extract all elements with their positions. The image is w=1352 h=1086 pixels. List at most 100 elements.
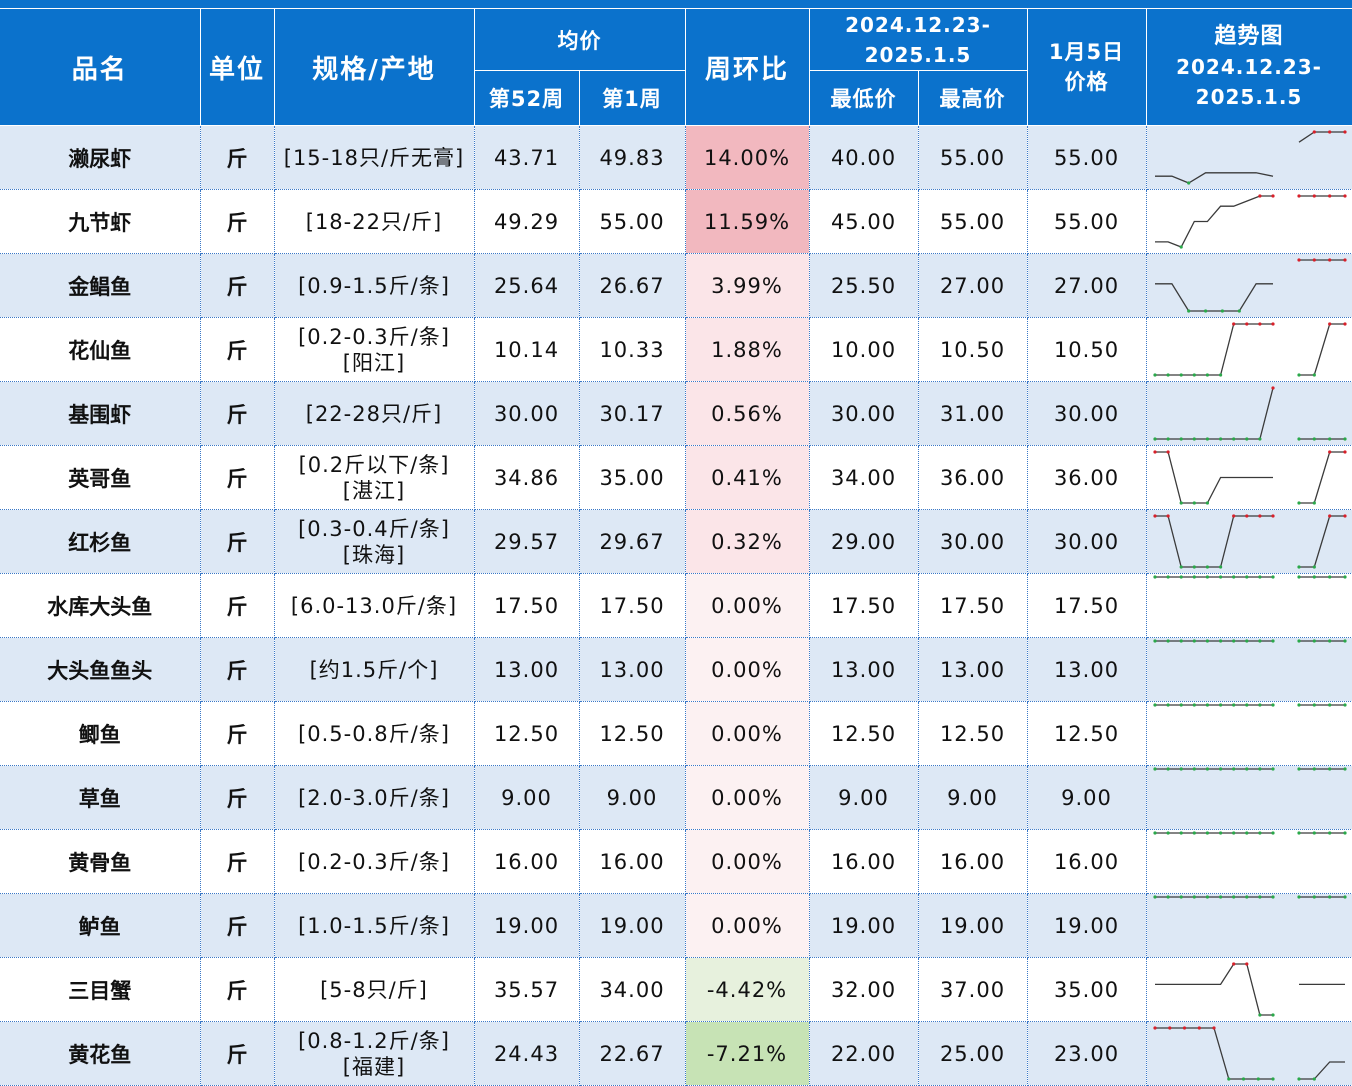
cell-unit[interactable]: 斤 bbox=[200, 573, 275, 638]
cell-avg-week52[interactable]: 9.00 bbox=[474, 765, 580, 830]
cell-trend-sparkline[interactable] bbox=[1146, 957, 1352, 1022]
cell-unit[interactable]: 斤 bbox=[200, 189, 275, 254]
cell-wow[interactable]: 11.59% bbox=[685, 189, 810, 254]
cell-trend-sparkline[interactable] bbox=[1146, 189, 1352, 254]
cell-low[interactable]: 45.00 bbox=[809, 189, 919, 254]
col-header-avg[interactable]: 均价 bbox=[474, 8, 686, 71]
cell-spec[interactable]: [22-28只/斤] bbox=[274, 381, 475, 446]
cell-spec[interactable]: [15-18只/斤无膏] bbox=[274, 125, 475, 190]
cell-unit[interactable]: 斤 bbox=[200, 637, 275, 702]
cell-low[interactable]: 30.00 bbox=[809, 381, 919, 446]
cell-name[interactable]: 九节虾 bbox=[0, 189, 201, 254]
cell-trend-sparkline[interactable] bbox=[1146, 1021, 1352, 1086]
cell-avg-week52[interactable]: 34.86 bbox=[474, 445, 580, 510]
cell-avg-week1[interactable]: 22.67 bbox=[579, 1021, 686, 1086]
table-row[interactable]: 鲫鱼斤 [0.5-0.8斤/条] 12.50 12.50 0.00% 12.50 12.50… bbox=[0, 701, 1352, 766]
cell-high[interactable]: 30.00 bbox=[918, 509, 1028, 574]
cell-low[interactable]: 10.00 bbox=[809, 317, 919, 382]
cell-spec[interactable]: [0.2-0.3斤/条] [阳江] bbox=[274, 317, 475, 382]
col-header-jan5[interactable]: 1月5日 价格 bbox=[1027, 8, 1147, 126]
cell-wow[interactable]: 0.00% bbox=[685, 829, 810, 894]
table-row[interactable]: 鲈鱼斤 [1.0-1.5斤/条] 19.00 19.00 0.00% 19.00 19.00… bbox=[0, 893, 1352, 958]
table-row[interactable]: 濑尿虾斤 [15-18只/斤无膏] 43.71 49.83 14.00% 40.00 55.… bbox=[0, 125, 1352, 190]
cell-avg-week52[interactable]: 49.29 bbox=[474, 189, 580, 254]
cell-spec[interactable]: [0.2-0.3斤/条] bbox=[274, 829, 475, 894]
cell-jan5[interactable]: 55.00 bbox=[1027, 189, 1147, 254]
cell-name[interactable]: 水库大头鱼 bbox=[0, 573, 201, 638]
cell-trend-sparkline[interactable] bbox=[1146, 253, 1352, 318]
cell-low[interactable]: 40.00 bbox=[809, 125, 919, 190]
cell-avg-week1[interactable]: 29.67 bbox=[579, 509, 686, 574]
cell-name[interactable]: 英哥鱼 bbox=[0, 445, 201, 510]
cell-low[interactable]: 32.00 bbox=[809, 957, 919, 1022]
cell-name[interactable]: 基围虾 bbox=[0, 381, 201, 446]
cell-avg-week52[interactable]: 12.50 bbox=[474, 701, 580, 766]
col-header-wow[interactable]: 周环比 bbox=[685, 8, 810, 126]
cell-jan5[interactable]: 13.00 bbox=[1027, 637, 1147, 702]
cell-avg-week52[interactable]: 24.43 bbox=[474, 1021, 580, 1086]
cell-unit[interactable]: 斤 bbox=[200, 829, 275, 894]
cell-name[interactable]: 三目蟹 bbox=[0, 957, 201, 1022]
cell-spec[interactable]: [5-8只/斤] bbox=[274, 957, 475, 1022]
col-header-spec[interactable]: 规格/产地 bbox=[274, 8, 475, 126]
cell-avg-week1[interactable]: 26.67 bbox=[579, 253, 686, 318]
cell-wow[interactable]: 0.41% bbox=[685, 445, 810, 510]
cell-high[interactable]: 10.50 bbox=[918, 317, 1028, 382]
cell-jan5[interactable]: 55.00 bbox=[1027, 125, 1147, 190]
cell-spec[interactable]: [1.0-1.5斤/条] bbox=[274, 893, 475, 958]
cell-high[interactable]: 13.00 bbox=[918, 637, 1028, 702]
cell-low[interactable]: 17.50 bbox=[809, 573, 919, 638]
cell-spec[interactable]: [0.2斤以下/条] [湛江] bbox=[274, 445, 475, 510]
table-row[interactable]: 黄骨鱼斤 [0.2-0.3斤/条] 16.00 16.00 0.00% 16.00 16.0… bbox=[0, 829, 1352, 894]
cell-avg-week52[interactable]: 29.57 bbox=[474, 509, 580, 574]
cell-jan5[interactable]: 19.00 bbox=[1027, 893, 1147, 958]
cell-jan5[interactable]: 23.00 bbox=[1027, 1021, 1147, 1086]
col-header-week52[interactable]: 第52周 bbox=[474, 70, 580, 126]
cell-wow[interactable]: 0.00% bbox=[685, 637, 810, 702]
cell-low[interactable]: 34.00 bbox=[809, 445, 919, 510]
cell-name[interactable]: 黄花鱼 bbox=[0, 1021, 201, 1086]
cell-name[interactable]: 黄骨鱼 bbox=[0, 829, 201, 894]
cell-wow[interactable]: 1.88% bbox=[685, 317, 810, 382]
table-row[interactable]: 草鱼斤 [2.0-3.0斤/条] 9.00 9.00 0.00% 9.00 9.00 9.00 bbox=[0, 765, 1352, 830]
cell-wow[interactable]: -7.21% bbox=[685, 1021, 810, 1086]
cell-high[interactable]: 31.00 bbox=[918, 381, 1028, 446]
cell-wow[interactable]: 14.00% bbox=[685, 125, 810, 190]
cell-unit[interactable]: 斤 bbox=[200, 317, 275, 382]
cell-jan5[interactable]: 35.00 bbox=[1027, 957, 1147, 1022]
cell-spec[interactable]: [约1.5斤/个] bbox=[274, 637, 475, 702]
cell-wow[interactable]: 0.56% bbox=[685, 381, 810, 446]
table-row[interactable]: 水库大头鱼斤 [6.0-13.0斤/条] 17.50 17.50 0.00% 17.50 1… bbox=[0, 573, 1352, 638]
cell-wow[interactable]: -4.42% bbox=[685, 957, 810, 1022]
cell-trend-sparkline[interactable] bbox=[1146, 829, 1352, 894]
cell-name[interactable]: 鲫鱼 bbox=[0, 701, 201, 766]
cell-low[interactable]: 29.00 bbox=[809, 509, 919, 574]
cell-avg-week52[interactable]: 43.71 bbox=[474, 125, 580, 190]
cell-avg-week52[interactable]: 10.14 bbox=[474, 317, 580, 382]
cell-spec[interactable]: [6.0-13.0斤/条] bbox=[274, 573, 475, 638]
cell-avg-week52[interactable]: 13.00 bbox=[474, 637, 580, 702]
cell-jan5[interactable]: 30.00 bbox=[1027, 509, 1147, 574]
cell-avg-week1[interactable]: 30.17 bbox=[579, 381, 686, 446]
cell-avg-week1[interactable]: 34.00 bbox=[579, 957, 686, 1022]
cell-high[interactable]: 19.00 bbox=[918, 893, 1028, 958]
cell-avg-week1[interactable]: 55.00 bbox=[579, 189, 686, 254]
table-row[interactable]: 基围虾斤 [22-28只/斤] 30.00 30.17 0.56% 30.00 31.00 3… bbox=[0, 381, 1352, 446]
cell-high[interactable]: 27.00 bbox=[918, 253, 1028, 318]
cell-avg-week52[interactable]: 25.64 bbox=[474, 253, 580, 318]
cell-unit[interactable]: 斤 bbox=[200, 893, 275, 958]
cell-avg-week1[interactable]: 12.50 bbox=[579, 701, 686, 766]
cell-unit[interactable]: 斤 bbox=[200, 381, 275, 446]
cell-high[interactable]: 17.50 bbox=[918, 573, 1028, 638]
cell-avg-week52[interactable]: 16.00 bbox=[474, 829, 580, 894]
cell-high[interactable]: 36.00 bbox=[918, 445, 1028, 510]
cell-wow[interactable]: 0.00% bbox=[685, 573, 810, 638]
cell-trend-sparkline[interactable] bbox=[1146, 381, 1352, 446]
cell-trend-sparkline[interactable] bbox=[1146, 509, 1352, 574]
cell-avg-week1[interactable]: 9.00 bbox=[579, 765, 686, 830]
cell-trend-sparkline[interactable] bbox=[1146, 125, 1352, 190]
cell-name[interactable]: 鲈鱼 bbox=[0, 893, 201, 958]
cell-jan5[interactable]: 10.50 bbox=[1027, 317, 1147, 382]
cell-high[interactable]: 55.00 bbox=[918, 125, 1028, 190]
cell-wow[interactable]: 0.00% bbox=[685, 893, 810, 958]
